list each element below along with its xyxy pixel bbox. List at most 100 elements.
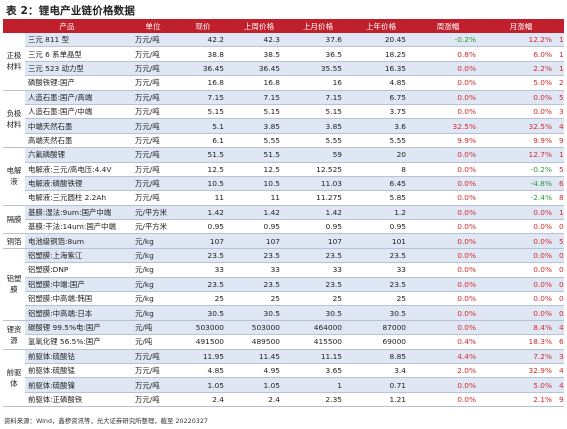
col-header-unit: 单位 bbox=[131, 19, 175, 33]
product-cell: 电池级铜箔:8um bbox=[25, 233, 131, 249]
last-month-cell: 7.15 bbox=[287, 89, 349, 105]
yoy-cell: 56.3% bbox=[559, 162, 564, 177]
last-year-cell: 0.95 bbox=[349, 219, 413, 235]
last-month-cell: 11.275 bbox=[287, 190, 349, 206]
wow-cell: 0.0% bbox=[413, 305, 483, 321]
yoy-cell: 5.9% bbox=[559, 89, 564, 105]
last-month-cell: 464000 bbox=[287, 319, 349, 336]
product-cell: 铝塑膜:中高端:日本 bbox=[25, 305, 131, 321]
last-month-cell: 25 bbox=[287, 291, 349, 307]
unit-cell: 万元/吨 bbox=[131, 61, 175, 77]
price-cell: 1.42 bbox=[175, 204, 231, 221]
yoy-cell: 62.8% bbox=[559, 176, 564, 192]
mom-cell: -0.2% bbox=[483, 162, 559, 177]
unit-cell: 万元/吨 bbox=[131, 133, 175, 149]
last-week-cell: 10.5 bbox=[231, 176, 287, 192]
unit-cell: 万元/吨 bbox=[131, 104, 175, 120]
product-cell: 三元 6 系单晶型 bbox=[25, 46, 131, 62]
last-year-cell: 101 bbox=[349, 233, 413, 249]
wow-cell: 0.0% bbox=[413, 291, 483, 307]
mom-cell: -2.4% bbox=[483, 190, 559, 206]
price-cell: 0.95 bbox=[175, 219, 231, 235]
price-cell: 23.5 bbox=[175, 247, 231, 264]
category-label: 电解液 bbox=[6, 166, 22, 187]
product-cell: 电解液:三元/高电压:4.4V bbox=[25, 162, 131, 177]
yoy-cell: 157.5% bbox=[559, 147, 564, 163]
yoy-cell: 18.3% bbox=[559, 204, 564, 221]
last-week-cell: 11 bbox=[231, 190, 287, 206]
mom-cell: -4.8% bbox=[483, 176, 559, 192]
last-week-cell: 5.15 bbox=[231, 104, 287, 120]
table-row: 电解液:磷酸铁锂万元/吨10.510.511.036.450.0%-4.8%62… bbox=[3, 176, 564, 192]
wow-cell: 0.0% bbox=[413, 75, 483, 91]
table-title: 表 2：锂电产业链价格数据 bbox=[6, 5, 136, 17]
last-month-cell: 5.15 bbox=[287, 104, 349, 120]
mom-cell: 0.0% bbox=[483, 204, 559, 221]
price-cell: 33 bbox=[175, 262, 231, 278]
product-cell: 六氟磷酸锂 bbox=[25, 147, 131, 163]
table-row: 前驱体 前驱体:硫酸钴 万元/吨 11.95 11.45 11.15 8.85 4.4% 7.2… bbox=[3, 348, 564, 408]
last-year-cell: 87000 bbox=[349, 319, 413, 336]
last-week-cell: 107 bbox=[231, 233, 287, 249]
yoy-cell: 0.0% bbox=[559, 305, 564, 321]
last-year-cell: 3.6 bbox=[349, 118, 413, 134]
product-cell: 人造石墨:国产/中端 bbox=[25, 104, 131, 120]
yoy-cell: 612.3% bbox=[559, 334, 564, 350]
wow-cell: 0.0% bbox=[413, 377, 483, 393]
price-cell: 36.45 bbox=[175, 61, 231, 77]
last-year-cell: 25 bbox=[349, 291, 413, 307]
wow-cell: 0.0% bbox=[413, 233, 483, 249]
product-cell: 磷酸铁锂:国产 bbox=[25, 75, 131, 91]
product-cell: 前驱体:硫酸钴 bbox=[25, 348, 131, 364]
table-body: 正极材料 三元 811 型万元/吨 42.2 42.3 37.6 20.45 -0.2% 12… bbox=[3, 33, 564, 408]
mom-cell: 6.0% bbox=[483, 46, 559, 62]
last-week-cell: 36.45 bbox=[231, 61, 287, 77]
yoy-cell: 0.0% bbox=[559, 291, 564, 307]
last-year-cell: 5.85 bbox=[349, 190, 413, 206]
last-year-cell: 1.21 bbox=[349, 392, 413, 408]
last-week-cell: 12.5 bbox=[231, 162, 287, 177]
product-cell: 三元 523 动力型 bbox=[25, 61, 131, 77]
table-row: 基膜:干法:14um:国产中端 元/平方米 0.95 0.95 0.95 0.95 0.0%… bbox=[3, 219, 564, 235]
wow-cell: 0.0% bbox=[413, 277, 483, 293]
price-cell: 491500 bbox=[175, 334, 231, 350]
col-header-last-year: 上年价格 bbox=[349, 19, 413, 33]
last-week-cell: 489500 bbox=[231, 334, 287, 350]
last-week-cell: 42.3 bbox=[231, 33, 287, 48]
last-month-cell: 1.42 bbox=[287, 204, 349, 221]
last-month-cell: 23.5 bbox=[287, 247, 349, 264]
table-row: 铝塑膜:中端:国产元/kg23.523.523.523.50.0%0.0%0.0… bbox=[3, 277, 564, 293]
unit-cell: 万元/吨 bbox=[131, 46, 175, 62]
wow-cell: 0.0% bbox=[413, 247, 483, 264]
product-cell: 铝塑膜:DNP bbox=[25, 262, 131, 278]
product-cell: 前驱体:硫酸锰 bbox=[25, 363, 131, 379]
wow-cell: 0.8% bbox=[413, 46, 483, 62]
last-month-cell: 33 bbox=[287, 262, 349, 278]
last-month-cell: 37.6 bbox=[287, 33, 349, 48]
product-cell: 铝塑膜:上海紫江 bbox=[25, 247, 131, 264]
unit-cell: 元/吨 bbox=[131, 334, 175, 350]
yoy-cell: 0.0% bbox=[559, 219, 564, 235]
table-row: 负极材料 人造石墨:国产/高端 万元/吨 7.15 7.15 7.15 6.75 0.0% 0.… bbox=[3, 89, 564, 149]
product-cell: 铝塑膜:中端:国产 bbox=[25, 277, 131, 293]
product-cell: 人造石墨:国产/高端 bbox=[25, 89, 131, 105]
wow-cell: 0.0% bbox=[413, 61, 483, 77]
last-week-cell: 0.95 bbox=[231, 219, 287, 235]
product-cell: 电解液:磷酸铁锂 bbox=[25, 176, 131, 192]
last-month-cell: 1 bbox=[287, 377, 349, 393]
last-year-cell: 16.35 bbox=[349, 61, 413, 77]
price-cell: 4.85 bbox=[175, 363, 231, 379]
mom-cell: 7.2% bbox=[483, 348, 559, 364]
last-month-cell: 0.95 bbox=[287, 219, 349, 235]
price-cell: 2.4 bbox=[175, 392, 231, 408]
price-cell: 10.5 bbox=[175, 176, 231, 192]
last-month-cell: 2.35 bbox=[287, 392, 349, 408]
wow-cell: 0.0% bbox=[413, 89, 483, 105]
last-month-cell: 12.525 bbox=[287, 162, 349, 177]
